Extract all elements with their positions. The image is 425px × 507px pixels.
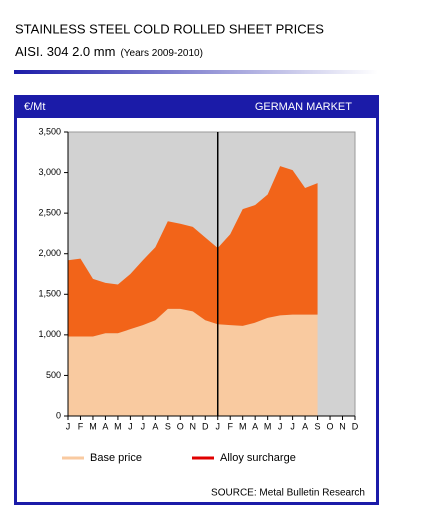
x-tick-label: J <box>290 421 295 431</box>
x-tick-label: O <box>327 421 334 431</box>
x-tick-label: S <box>165 421 171 431</box>
x-tick-label: A <box>152 421 158 431</box>
x-tick-label: A <box>302 421 308 431</box>
legend-label: Alloy surcharge <box>220 452 296 464</box>
y-tick-label: 0 <box>56 410 61 420</box>
x-tick-label: M <box>114 421 122 431</box>
y-tick-label: 500 <box>46 370 61 380</box>
title-rule <box>14 70 378 74</box>
x-tick-label: D <box>352 421 359 431</box>
subtitle-main: AISI. 304 2.0 mm <box>15 44 115 59</box>
y-tick-label: 1,000 <box>38 329 61 339</box>
legend-label: Base price <box>90 452 142 464</box>
x-tick-label: F <box>227 421 233 431</box>
x-tick-label: M <box>89 421 97 431</box>
x-tick-label: D <box>202 421 209 431</box>
x-tick-label: S <box>315 421 321 431</box>
x-tick-label: N <box>339 421 346 431</box>
x-tick-label: J <box>278 421 283 431</box>
source: SOURCE: Metal Bulletin Research <box>211 488 365 499</box>
x-tick-label: M <box>264 421 272 431</box>
x-tick-label: A <box>102 421 108 431</box>
subtitle-note: (Years 2009-2010) <box>120 48 202 59</box>
chart-title: STAINLESS STEEL COLD ROLLED SHEET PRICES <box>15 21 324 36</box>
area <box>68 166 318 337</box>
market-label: GERMAN MARKET <box>255 101 352 113</box>
y-tick-label: 1,500 <box>38 289 61 299</box>
x-tick-label: J <box>128 421 133 431</box>
x-tick-label: J <box>141 421 146 431</box>
x-tick-label: O <box>177 421 184 431</box>
x-tick-label: J <box>215 421 220 431</box>
x-tick-label: A <box>252 421 258 431</box>
y-tick-label: 2,000 <box>38 248 61 258</box>
x-tick-label: F <box>78 421 84 431</box>
x-tick-label: J <box>66 421 71 431</box>
y-tick-label: 2,500 <box>38 208 61 218</box>
x-tick-label: M <box>239 421 247 431</box>
header-bar <box>15 96 378 118</box>
y-tick-label: 3,500 <box>38 126 61 136</box>
x-tick-label: N <box>190 421 197 431</box>
unit-label: €/Mt <box>24 101 45 113</box>
area <box>68 308 318 416</box>
subtitle: AISI. 304 2.0 mm (Years 2009-2010) <box>15 44 203 59</box>
y-tick-label: 3,000 <box>38 167 61 177</box>
